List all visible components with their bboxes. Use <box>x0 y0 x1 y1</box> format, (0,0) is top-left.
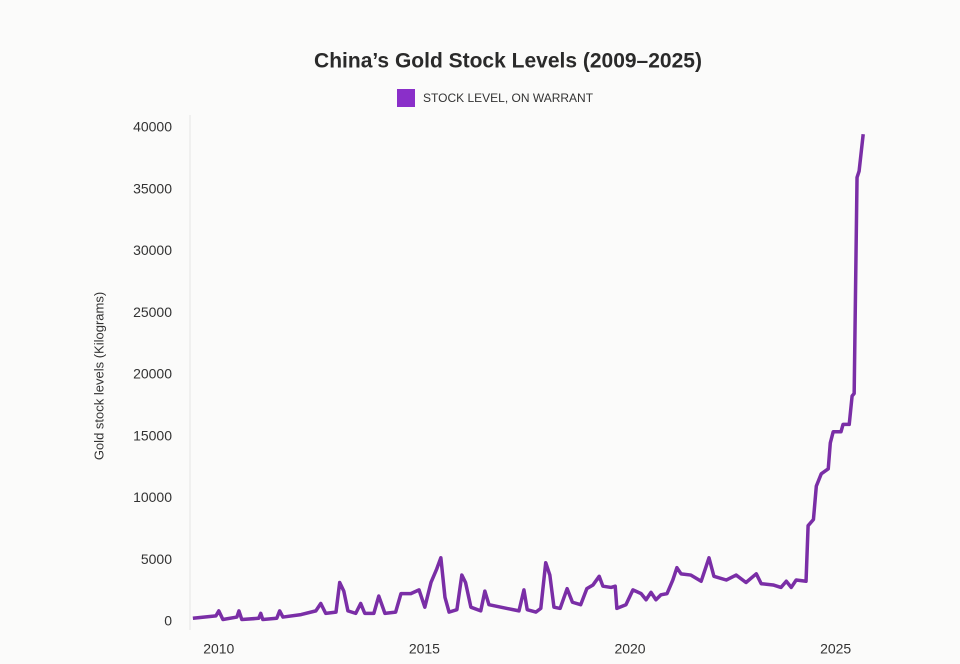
y-tick-label: 30000 <box>133 242 172 258</box>
legend-label: STOCK LEVEL, ON WARRANT <box>423 91 594 105</box>
y-tick-label: 35000 <box>133 180 172 196</box>
x-tick-label: 2015 <box>409 641 440 657</box>
x-tick-label: 2025 <box>820 641 851 657</box>
y-axis-label: Gold stock levels (Kilograms) <box>91 292 106 460</box>
legend-swatch <box>397 89 415 107</box>
series-line <box>192 133 865 622</box>
y-tick-label: 15000 <box>133 427 172 443</box>
y-tick-label: 10000 <box>133 489 172 505</box>
y-tick-label: 40000 <box>133 119 172 135</box>
x-tick-label: 2020 <box>614 641 645 657</box>
y-tick-label: 0 <box>164 613 172 629</box>
y-tick-label: 20000 <box>133 366 172 382</box>
y-tick-label: 25000 <box>133 304 172 320</box>
chart-title: China’s Gold Stock Levels (2009–2025) <box>314 50 702 73</box>
x-tick-label: 2010 <box>203 641 234 657</box>
y-tick-label: 5000 <box>141 551 172 567</box>
